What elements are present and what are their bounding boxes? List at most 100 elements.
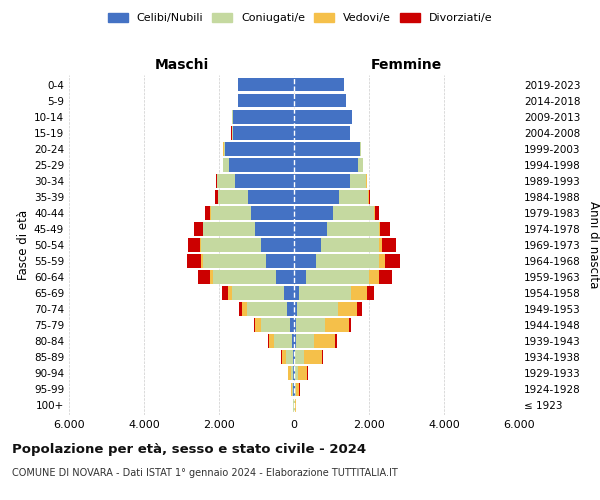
Bar	[295, 382, 296, 396]
Bar	[379, 238, 382, 252]
Bar	[294, 334, 296, 348]
Bar	[294, 222, 327, 236]
Bar	[256, 318, 261, 332]
Bar	[294, 238, 322, 252]
Bar	[233, 110, 294, 124]
Bar	[200, 238, 202, 252]
Text: Popolazione per età, sesso e stato civile - 2024: Popolazione per età, sesso e stato civil…	[12, 442, 366, 456]
Bar	[225, 142, 294, 156]
Bar	[197, 270, 210, 284]
Bar	[294, 302, 297, 316]
Bar	[349, 318, 352, 332]
Bar	[212, 270, 275, 284]
Bar	[232, 286, 284, 300]
Bar	[217, 174, 235, 188]
Bar	[306, 270, 369, 284]
Y-axis label: Fasce di età: Fasce di età	[17, 210, 30, 280]
Bar	[255, 222, 294, 236]
Bar	[292, 334, 294, 348]
Bar	[205, 206, 211, 220]
Bar	[229, 158, 294, 172]
Bar	[294, 142, 359, 156]
Bar	[316, 254, 379, 268]
Bar	[215, 174, 217, 188]
Bar	[379, 222, 380, 236]
Bar	[194, 222, 203, 236]
Bar	[290, 318, 294, 332]
Bar	[294, 254, 316, 268]
Bar	[335, 334, 337, 348]
Bar	[233, 126, 294, 140]
Legend: Celibi/Nubili, Coniugati/e, Vedovi/e, Divorziati/e: Celibi/Nubili, Coniugati/e, Vedovi/e, Di…	[103, 8, 497, 28]
Bar	[251, 206, 294, 220]
Bar	[294, 190, 339, 203]
Bar	[294, 350, 295, 364]
Bar	[351, 286, 367, 300]
Bar	[304, 350, 322, 364]
Bar	[382, 238, 395, 252]
Bar	[358, 158, 362, 172]
Bar	[296, 334, 314, 348]
Bar	[293, 366, 294, 380]
Bar	[242, 302, 247, 316]
Bar	[298, 366, 307, 380]
Bar	[215, 190, 218, 203]
Bar	[369, 270, 379, 284]
Bar	[379, 254, 385, 268]
Bar	[292, 382, 293, 396]
Bar	[274, 334, 292, 348]
Bar	[238, 94, 294, 108]
Bar	[275, 270, 294, 284]
Bar	[202, 238, 260, 252]
Bar	[269, 334, 274, 348]
Bar	[385, 254, 400, 268]
Bar	[229, 286, 232, 300]
Bar	[203, 222, 255, 236]
Bar	[223, 158, 229, 172]
Bar	[350, 174, 367, 188]
Bar	[294, 78, 344, 92]
Bar	[260, 238, 294, 252]
Bar	[374, 206, 379, 220]
Bar	[295, 366, 298, 380]
Bar	[368, 190, 370, 203]
Bar	[294, 174, 350, 188]
Bar	[239, 302, 242, 316]
Bar	[327, 222, 379, 236]
Bar	[295, 350, 304, 364]
Bar	[380, 222, 389, 236]
Bar	[247, 302, 287, 316]
Bar	[248, 190, 294, 203]
Bar	[284, 286, 294, 300]
Y-axis label: Anni di nascita: Anni di nascita	[587, 202, 600, 288]
Bar	[294, 318, 296, 332]
Bar	[294, 270, 306, 284]
Bar	[221, 286, 229, 300]
Bar	[238, 78, 294, 92]
Bar	[293, 350, 294, 364]
Bar	[358, 302, 361, 316]
Bar	[218, 190, 248, 203]
Bar	[322, 238, 379, 252]
Bar	[296, 382, 299, 396]
Bar	[268, 334, 269, 348]
Bar	[359, 142, 361, 156]
Bar	[294, 286, 299, 300]
Bar	[294, 94, 346, 108]
Bar	[367, 286, 374, 300]
Bar	[291, 366, 293, 380]
Bar	[322, 350, 323, 364]
Bar	[295, 398, 296, 412]
Bar	[379, 270, 392, 284]
Bar	[294, 206, 334, 220]
Bar	[235, 174, 294, 188]
Bar	[314, 334, 335, 348]
Text: Maschi: Maschi	[154, 58, 209, 72]
Bar	[299, 286, 351, 300]
Text: Femmine: Femmine	[371, 58, 442, 72]
Bar	[337, 302, 358, 316]
Bar	[203, 254, 266, 268]
Bar	[294, 366, 295, 380]
Bar	[296, 318, 325, 332]
Bar	[325, 318, 349, 332]
